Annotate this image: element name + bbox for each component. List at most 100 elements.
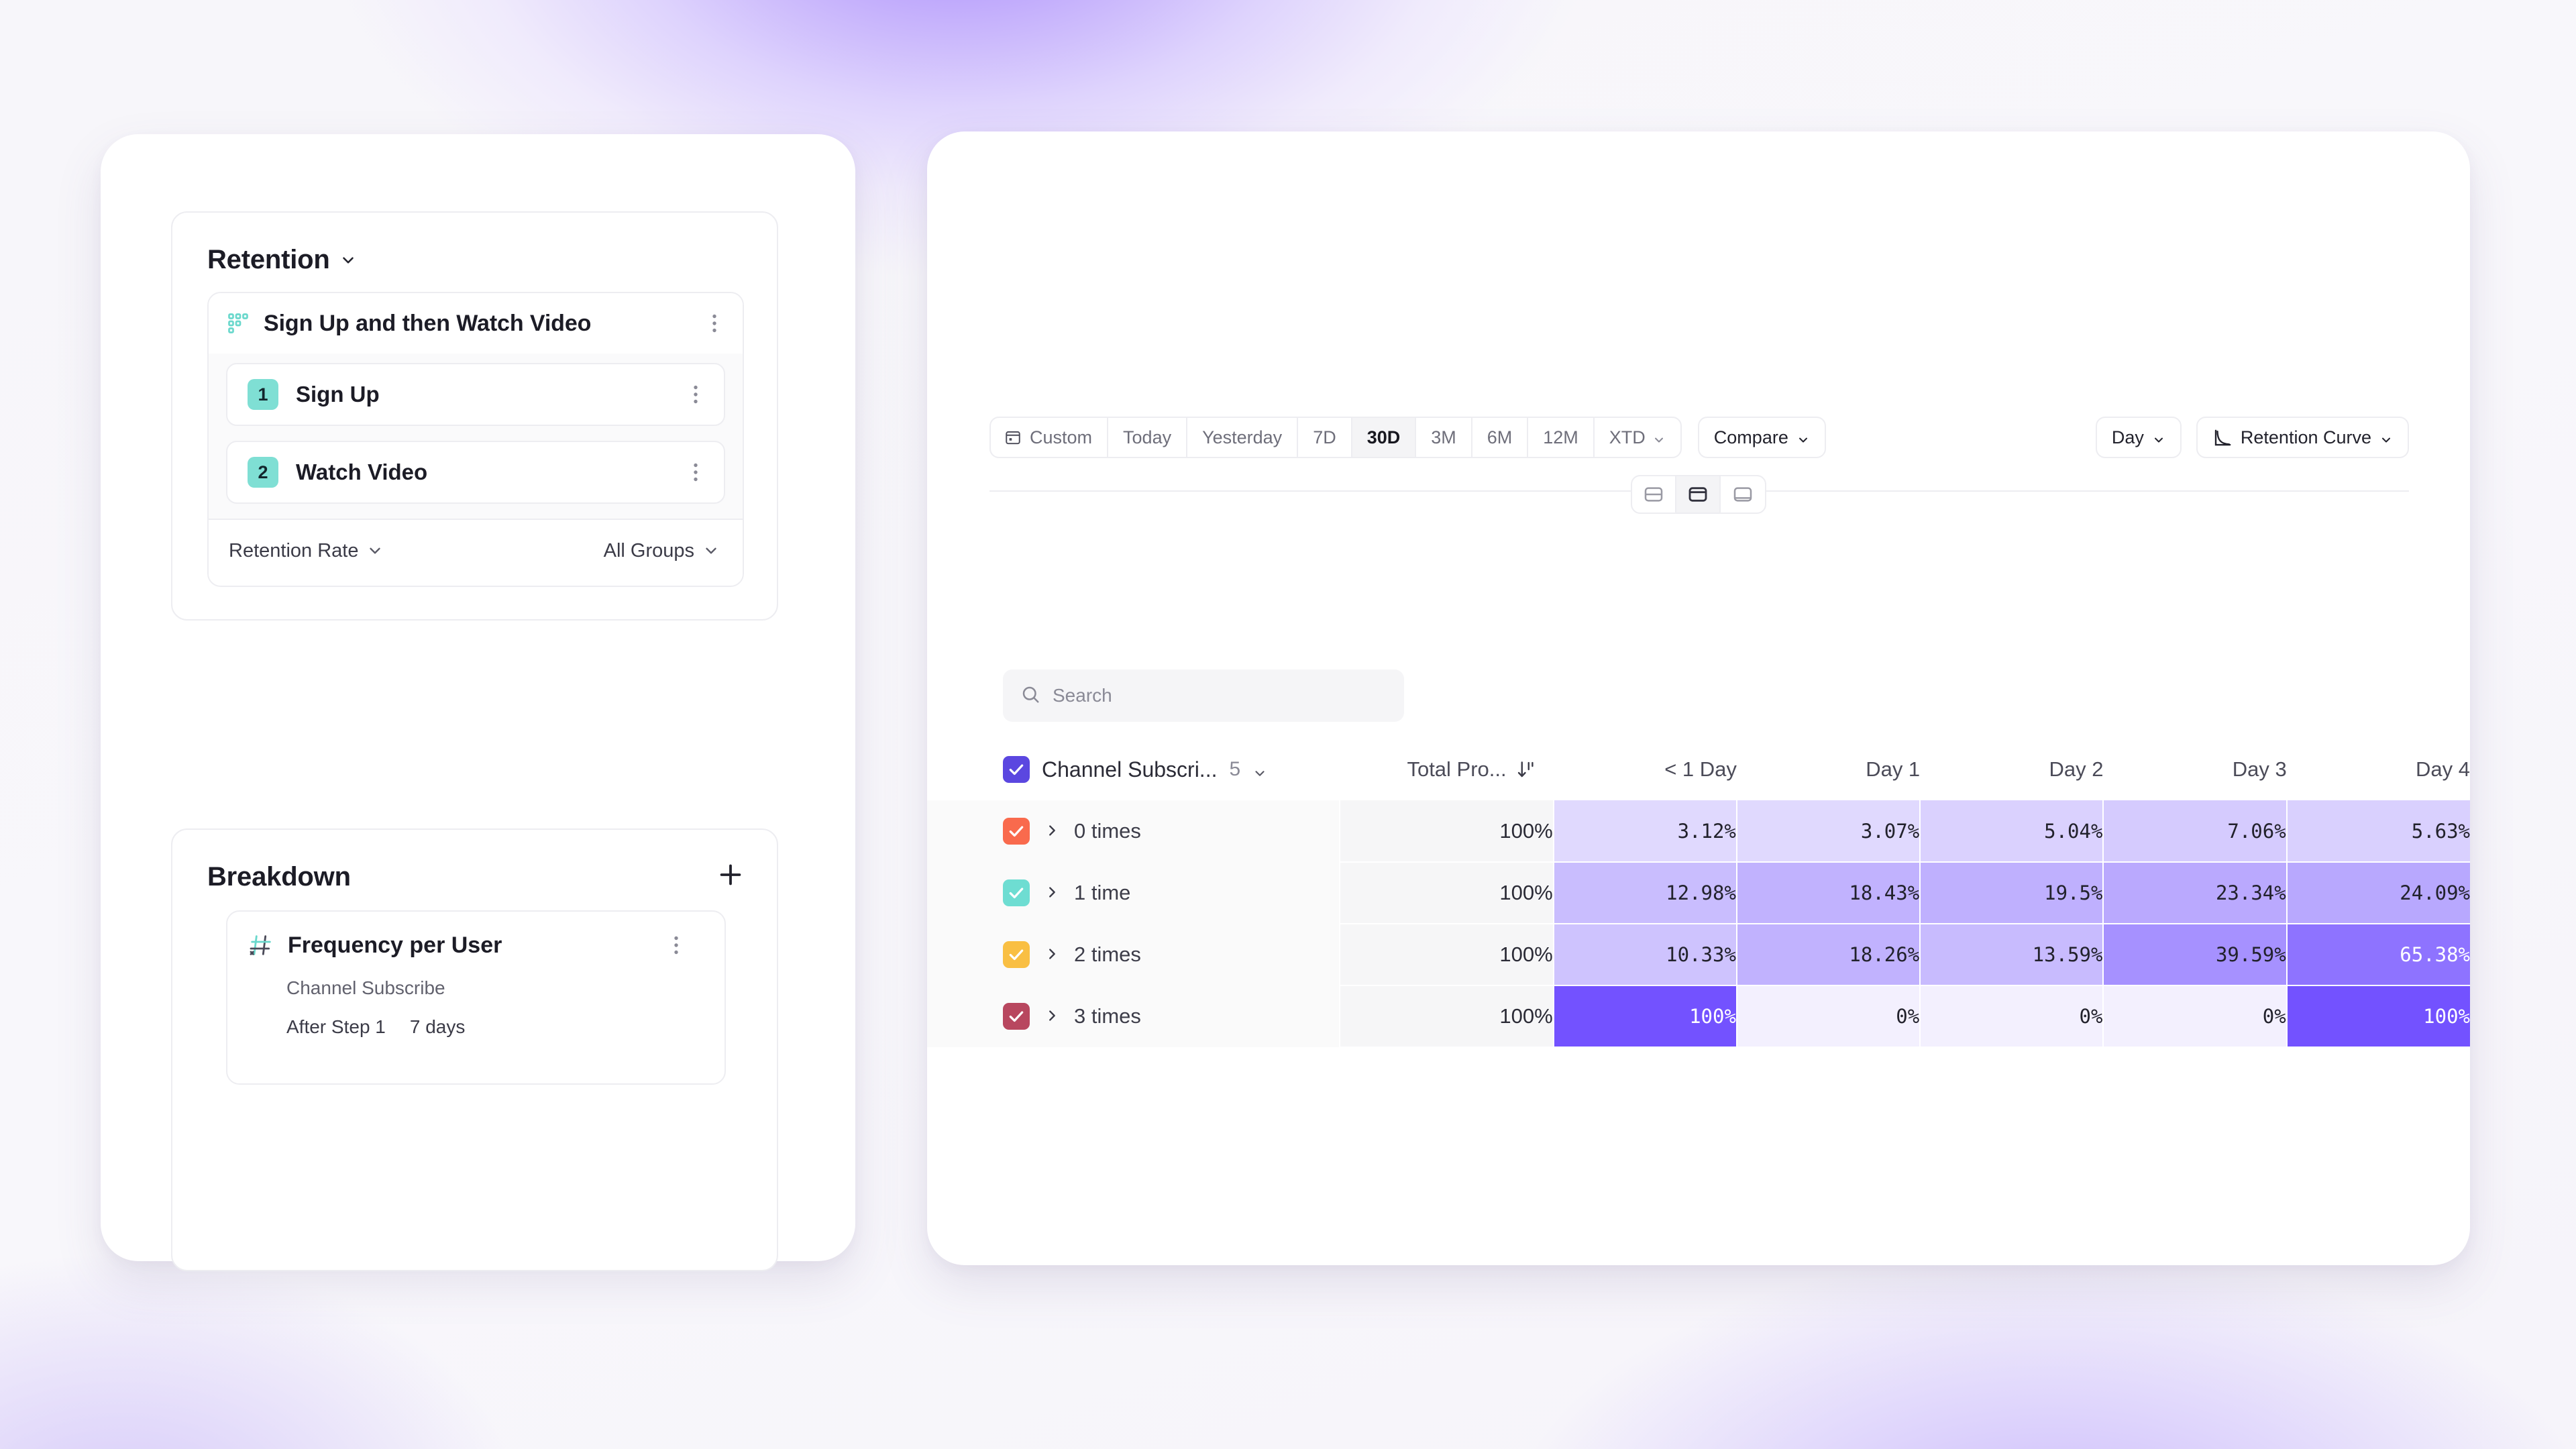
retention-cell[interactable]: 5.63% — [2286, 800, 2470, 863]
retention-cell[interactable]: 39.59% — [2102, 924, 2287, 986]
retention-table: Channel Subscri... 5 Total Pro... — [927, 739, 2470, 1048]
row-checkbox[interactable] — [1003, 879, 1030, 906]
chart-view-icon[interactable] — [1721, 476, 1765, 513]
all-groups-label: All Groups — [603, 539, 694, 561]
page-title: Retention — [207, 245, 330, 274]
table-body: 0 times 100% 3.12% 3.07% 5.04% 7.06% 5.63% 1 ti… — [927, 800, 2470, 1048]
split-view-icon[interactable] — [1632, 476, 1676, 513]
th-group: Channel Subscri... 5 — [927, 739, 1340, 800]
breakdown-item-meta: After Step 1 7 days — [286, 1016, 704, 1038]
row-label: 3 times — [1074, 1004, 1141, 1028]
chart-type-dropdown[interactable]: Retention Curve — [2196, 417, 2409, 458]
chevron-right-icon[interactable] — [1044, 1008, 1059, 1024]
retention-cell[interactable]: 0% — [1919, 985, 2104, 1048]
compare-button[interactable]: Compare — [1697, 417, 1826, 458]
th-total-progress[interactable]: Total Pro... — [1340, 739, 1554, 800]
retention-cell[interactable]: 5.04% — [1919, 800, 2104, 863]
date-range-yesterday[interactable]: Yesterday — [1187, 418, 1299, 457]
granularity-dropdown[interactable]: Day — [2095, 417, 2182, 458]
th-day-0[interactable]: < 1 Day — [1664, 757, 1737, 781]
retention-cell[interactable]: 12.98% — [1552, 862, 1737, 924]
date-range-30d[interactable]: 30D — [1352, 418, 1417, 457]
retention-cell[interactable]: 100% — [1552, 985, 1737, 1048]
search-bar[interactable] — [1003, 669, 1404, 722]
date-range-today-label: Today — [1123, 427, 1172, 447]
date-range-3m[interactable]: 3M — [1416, 418, 1472, 457]
retention-rate-dropdown[interactable]: Retention Rate — [229, 540, 384, 562]
event-step-row[interactable]: 2 Watch Video — [226, 441, 725, 504]
retention-cell[interactable]: 100% — [2286, 985, 2470, 1048]
chevron-down-icon[interactable] — [1252, 762, 1267, 777]
kebab-menu-icon[interactable] — [702, 311, 727, 335]
retention-cell[interactable]: 3.07% — [1735, 800, 1921, 863]
th-day-3[interactable]: Day 3 — [2232, 757, 2287, 781]
row-label: 2 times — [1074, 943, 1141, 966]
chevron-down-icon[interactable] — [339, 252, 357, 269]
row-checkbox[interactable] — [1003, 1003, 1030, 1030]
retention-cell[interactable]: 19.5% — [1919, 862, 2104, 924]
date-range-segmented-control: Custom Today Yesterday 7D 30D 3M 6M 12M … — [989, 417, 1682, 458]
date-range-12m-label: 12M — [1543, 427, 1578, 447]
kebab-menu-icon[interactable] — [664, 933, 688, 957]
all-groups-dropdown[interactable]: All Groups — [604, 540, 720, 562]
retention-title-row[interactable]: Retention — [207, 245, 357, 275]
date-range-custom[interactable]: Custom — [991, 418, 1109, 457]
th-day-1[interactable]: Day 1 — [1866, 757, 1921, 781]
event-step-row[interactable]: 1 Sign Up — [226, 363, 725, 426]
table-row[interactable]: 1 time 100% 12.98% 18.43% 19.5% 23.34% 24.09% — [927, 862, 2470, 924]
date-range-xtd[interactable]: XTD — [1595, 418, 1680, 457]
retention-cell[interactable]: 65.38% — [2286, 924, 2470, 986]
search-input[interactable] — [1053, 685, 1387, 706]
retention-cell[interactable]: 18.26% — [1735, 924, 1921, 986]
table-row[interactable]: 3 times 100% 100% 0% 0% 0% 100% — [927, 985, 2470, 1048]
sort-descending-icon[interactable] — [1516, 759, 1536, 780]
kebab-menu-icon[interactable] — [684, 460, 708, 484]
retention-cell[interactable]: 7.06% — [2102, 800, 2287, 863]
row-checkbox[interactable] — [1003, 941, 1030, 968]
date-range-today[interactable]: Today — [1108, 418, 1188, 457]
table-row[interactable]: 2 times 100% 10.33% 18.26% 13.59% 39.59% 65.38… — [927, 924, 2470, 986]
retention-cell[interactable]: 0% — [1735, 985, 1921, 1048]
retention-cell[interactable]: 23.34% — [2102, 862, 2287, 924]
breakdown-meta-window: 7 days — [409, 1016, 466, 1037]
breakdown-panel: Breakdown Frequency per User Channel — [171, 828, 778, 1271]
event-steps-area: 1 Sign Up 2 Watch Video — [209, 354, 743, 519]
left-panel: Retention Sign Up and then Watch Video — [101, 134, 855, 1271]
date-range-yesterday-label: Yesterday — [1202, 427, 1283, 447]
event-group-header[interactable]: Sign Up and then Watch Video — [209, 293, 743, 354]
select-all-checkbox[interactable] — [1003, 756, 1030, 783]
plus-icon[interactable] — [715, 859, 746, 890]
toolbar-left: Custom Today Yesterday 7D 30D 3M 6M 12M … — [989, 417, 1826, 458]
granularity-label: Day — [2111, 427, 2144, 447]
table-row[interactable]: 0 times 100% 3.12% 3.07% 5.04% 7.06% 5.63% — [927, 800, 2470, 863]
chevron-right-icon[interactable] — [1044, 947, 1059, 963]
th-day-4[interactable]: Day 4 — [2416, 757, 2470, 781]
th-group-count: 5 — [1229, 758, 1241, 780]
date-range-12m[interactable]: 12M — [1528, 418, 1595, 457]
retention-cell[interactable]: 0% — [2102, 985, 2287, 1048]
row-total-cell: 100% — [1338, 985, 1554, 1048]
row-checkbox[interactable] — [1003, 818, 1030, 845]
retention-cell[interactable]: 18.43% — [1735, 862, 1921, 924]
event-group-title: Sign Up and then Watch Video — [264, 310, 592, 336]
breakdown-item-header: Frequency per User — [248, 932, 704, 959]
row-total-cell: 100% — [1338, 800, 1554, 863]
th-day-2[interactable]: Day 2 — [2049, 757, 2104, 781]
retention-cell[interactable]: 13.59% — [1919, 924, 2104, 986]
chevron-right-icon[interactable] — [1044, 823, 1059, 839]
breakdown-meta-step: After Step 1 — [286, 1016, 386, 1037]
table-view-icon[interactable] — [1676, 476, 1721, 513]
date-range-6m-label: 6M — [1487, 427, 1513, 447]
retention-cell[interactable]: 10.33% — [1552, 924, 1737, 986]
breakdown-item-card[interactable]: Frequency per User Channel Subscribe Aft… — [226, 910, 726, 1085]
kebab-menu-icon[interactable] — [684, 382, 708, 407]
chevron-right-icon[interactable] — [1044, 885, 1059, 901]
row-label-cell: 0 times — [927, 800, 1340, 862]
retention-cell[interactable]: 3.12% — [1552, 800, 1737, 863]
retention-cell[interactable]: 24.09% — [2286, 862, 2470, 924]
date-range-7d[interactable]: 7D — [1298, 418, 1352, 457]
date-range-6m[interactable]: 6M — [1472, 418, 1529, 457]
event-group-footer: Retention Rate All Groups — [209, 519, 743, 582]
row-label-cell: 3 times — [927, 985, 1340, 1047]
table-header-row: Channel Subscri... 5 Total Pro... — [927, 739, 2470, 800]
